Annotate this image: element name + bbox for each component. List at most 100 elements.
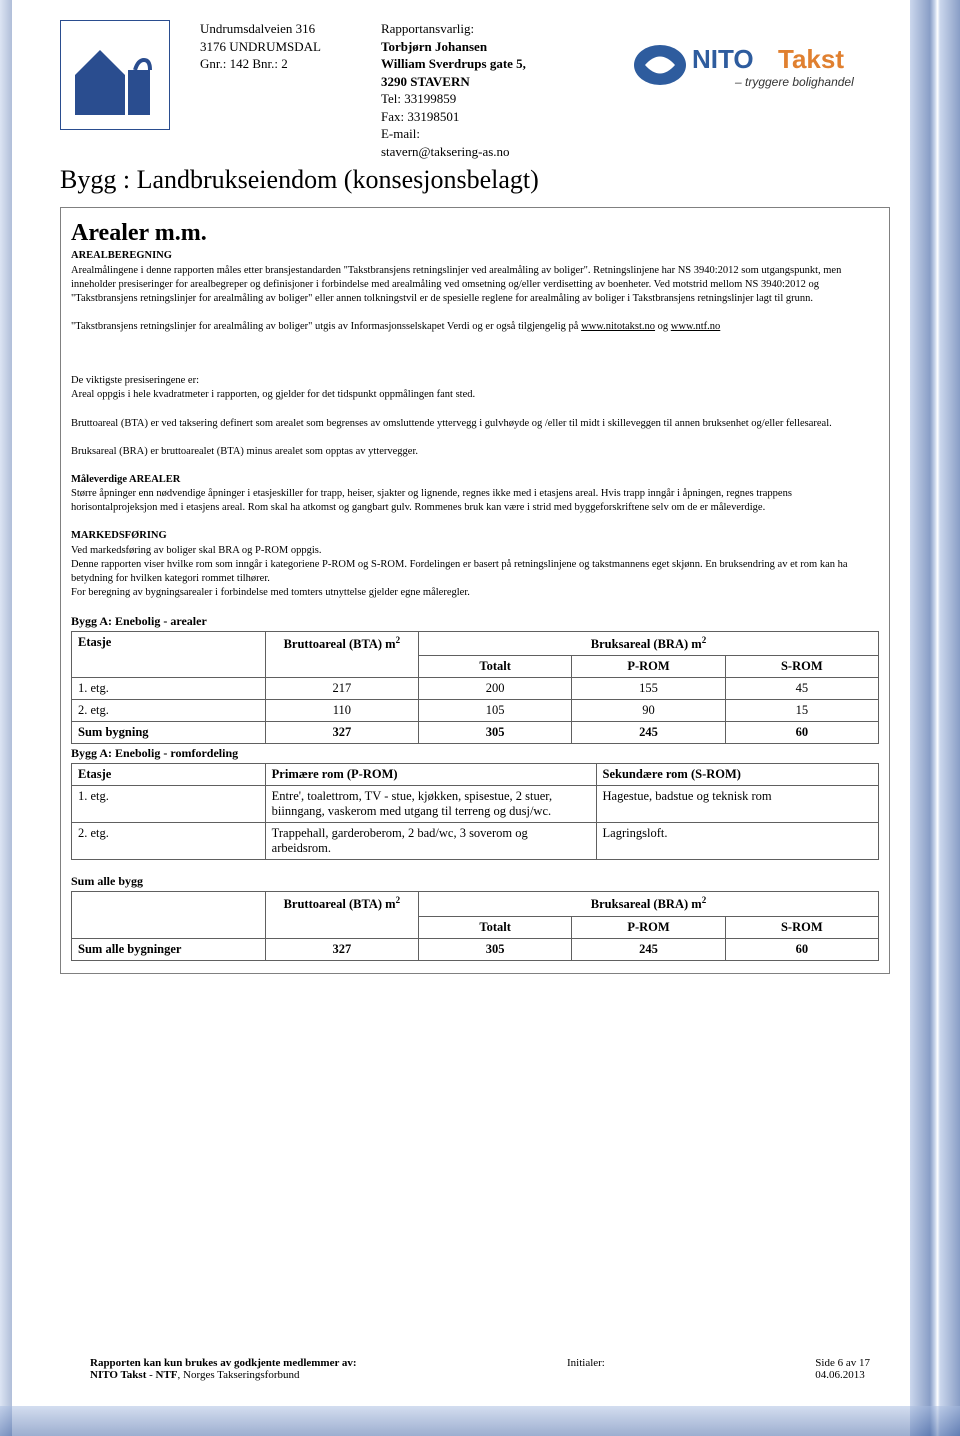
resp-tel: Tel: 33199859 (381, 90, 526, 108)
cell: 15 (725, 700, 878, 722)
presiseringer-heading: De viktigste presiseringene er: (71, 374, 879, 388)
col-prom: Primære rom (P-ROM) (265, 764, 596, 786)
cell: 90 (572, 700, 725, 722)
address-line2: 3176 UNDRUMSDAL (200, 38, 321, 56)
markedsforing-block: MARKEDSFØRING Ved markedsføring av bolig… (71, 529, 879, 600)
col-srom: Sekundære rom (S-ROM) (596, 764, 878, 786)
footer: Rapporten kan kun brukes av godkjente me… (90, 1357, 870, 1381)
cell: Hagestue, badstue og teknisk rom (596, 786, 878, 823)
col-bra: Bruksareal (BRA) m2 (419, 892, 879, 916)
right-decoration (910, 0, 960, 1436)
footer-initialer: Initialer: (567, 1357, 605, 1381)
footer-ntf: NTF (156, 1369, 178, 1381)
footer-right: Side 6 av 17 04.06.2013 (815, 1357, 870, 1381)
section-title: Arealer m.m. (71, 220, 879, 247)
cell: 305 (419, 938, 572, 960)
main-title: Bygg : Landbrukseiendom (konsesjonsbelag… (60, 165, 890, 195)
table-row: Bruttoareal (BTA) m2 Bruksareal (BRA) m2 (72, 892, 879, 916)
company-logo-left (60, 20, 170, 130)
table-row: Sum bygning 327 305 245 60 (72, 722, 879, 744)
markedsforing-heading: MARKEDSFØRING (71, 529, 879, 543)
responsible-label: Rapportansvarlig: (381, 20, 526, 38)
resp-addr1: William Sverdrups gate 5, (381, 55, 526, 73)
cell: 105 (419, 700, 572, 722)
gnr-bnr: Gnr.: 142 Bnr.: 2 (200, 55, 321, 73)
and-text: og (658, 321, 671, 332)
sub-totalt: Totalt (419, 656, 572, 678)
bra-para: Bruksareal (BRA) er bruttoarealet (BTA) … (71, 445, 879, 459)
cell: 1. etg. (72, 786, 266, 823)
svg-text:Takst: Takst (778, 44, 844, 74)
cell: 217 (265, 678, 418, 700)
table-row: 1. etg. Entre', toalettrom, TV - stue, k… (72, 786, 879, 823)
arealberegning-p2: "Takstbransjens retningslinjer for areal… (71, 320, 879, 334)
resp-email-label: E-mail: (381, 125, 526, 143)
arealer-table-heading: Bygg A: Enebolig - arealer (71, 614, 879, 629)
cell: Entre', toalettrom, TV - stue, kjøkken, … (265, 786, 596, 823)
table-row: Etasje Primære rom (P-ROM) Sekundære rom… (72, 764, 879, 786)
cell: Trappehall, garderoberom, 2 bad/wc, 3 so… (265, 823, 596, 860)
col-bta: Bruttoareal (BTA) m2 (265, 632, 418, 678)
col-bta: Bruttoareal (BTA) m2 (265, 892, 418, 938)
table-row: 2. etg. 110 105 90 15 (72, 700, 879, 722)
footer-left: Rapporten kan kun brukes av godkjente me… (90, 1357, 357, 1381)
arealberegning-heading: AREALBEREGNING (71, 249, 879, 263)
sub-srom: S-ROM (725, 656, 878, 678)
cell: 245 (572, 938, 725, 960)
bta-para: Bruttoareal (BTA) er ved taksering defin… (71, 417, 879, 431)
header-text-block: Undrumsdalveien 316 3176 UNDRUMSDAL Gnr.… (200, 20, 600, 160)
maleverdige-heading: Måleverdige AREALER (71, 473, 879, 487)
cell: 327 (265, 722, 418, 744)
bottom-decoration (0, 1406, 960, 1436)
col-bra: Bruksareal (BRA) m2 (419, 632, 879, 656)
resp-addr2: 3290 STAVERN (381, 73, 526, 91)
cell: 200 (419, 678, 572, 700)
cell: 60 (725, 722, 878, 744)
p2-text-a: "Takstbransjens retningslinjer for areal… (71, 321, 581, 332)
table-row: 1. etg. 217 200 155 45 (72, 678, 879, 700)
col-etasje: Etasje (72, 632, 266, 678)
cell: 110 (265, 700, 418, 722)
cell: 245 (572, 722, 725, 744)
cell: 45 (725, 678, 878, 700)
cell: 2. etg. (72, 700, 266, 722)
sum-alle-bygg-heading: Sum alle bygg (71, 874, 879, 889)
presiseringer-line: Areal oppgis i hele kvadratmeter i rappo… (71, 388, 879, 402)
empty-cell (72, 892, 266, 938)
footer-nito: NITO Takst (90, 1369, 146, 1381)
arealer-table: Etasje Bruttoareal (BTA) m2 Bruksareal (… (71, 631, 879, 744)
footer-side: Side 6 av 17 (815, 1357, 870, 1369)
table-row: 2. etg. Trappehall, garderoberom, 2 bad/… (72, 823, 879, 860)
property-address: Undrumsdalveien 316 3176 UNDRUMSDAL Gnr.… (200, 20, 321, 160)
cell: 2. etg. (72, 823, 266, 860)
sum-label: Sum bygning (72, 722, 266, 744)
presiseringer-block: De viktigste presiseringene er: Areal op… (71, 374, 879, 402)
sub-srom: S-ROM (725, 916, 878, 938)
arealberegning-p1: Arealmålingene i denne rapporten måles e… (71, 264, 879, 307)
svg-text:NITO: NITO (692, 44, 754, 74)
header: Undrumsdalveien 316 3176 UNDRUMSDAL Gnr.… (60, 20, 890, 160)
cell: 327 (265, 938, 418, 960)
cell: Lagringsloft. (596, 823, 878, 860)
maleverdige-para: Større åpninger enn nødvendige åpninger … (71, 487, 879, 515)
romfordeling-heading: Bygg A: Enebolig - romfordeling (71, 746, 879, 761)
responsible-block: Rapportansvarlig: Torbjørn Johansen Will… (381, 20, 526, 160)
romfordeling-table: Etasje Primære rom (P-ROM) Sekundære rom… (71, 763, 879, 860)
sub-prom: P-ROM (572, 656, 725, 678)
link-ntf[interactable]: www.ntf.no (671, 321, 720, 332)
link-nitotakst[interactable]: www.nitotakst.no (581, 321, 655, 332)
maleverdige-block: Måleverdige AREALER Større åpninger enn … (71, 473, 879, 516)
table-row: Sum alle bygninger 327 305 245 60 (72, 938, 879, 960)
footer-left-2: NITO Takst - NTF, Norges Takseringsforbu… (90, 1369, 357, 1381)
footer-dato: 04.06.2013 (815, 1369, 870, 1381)
table-row: Etasje Bruttoareal (BTA) m2 Bruksareal (… (72, 632, 879, 656)
cell: 155 (572, 678, 725, 700)
sub-totalt: Totalt (419, 916, 572, 938)
sum-label: Sum alle bygninger (72, 938, 266, 960)
left-decoration (0, 0, 12, 1436)
col-etasje: Etasje (72, 764, 266, 786)
resp-email: stavern@taksering-as.no (381, 143, 526, 161)
cell: 305 (419, 722, 572, 744)
svg-text:– tryggere bolighandel: – tryggere bolighandel (734, 75, 854, 89)
resp-fax: Fax: 33198501 (381, 108, 526, 126)
